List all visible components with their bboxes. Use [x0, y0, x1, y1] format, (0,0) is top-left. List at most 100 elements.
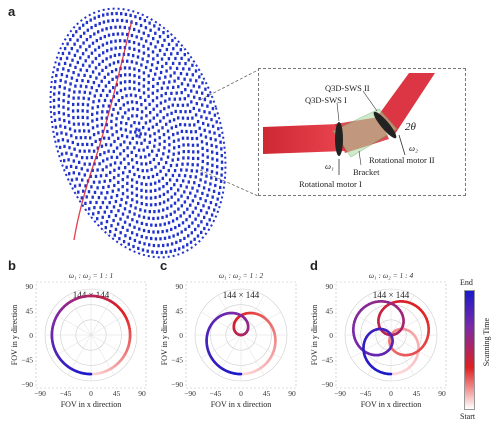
scan-point [186, 243, 188, 246]
scan-point [131, 100, 133, 103]
scan-point [138, 135, 140, 138]
label-bracket: Bracket [353, 167, 379, 177]
scan-point [140, 24, 142, 27]
scan-point [161, 126, 163, 129]
resolution-label: 144 × 144 [373, 290, 410, 300]
scan-point [177, 208, 179, 211]
scan-point [165, 92, 167, 95]
scan-point [90, 185, 92, 188]
scan-point [132, 245, 134, 248]
scan-point [136, 181, 138, 184]
scan-point [183, 44, 185, 47]
scan-point [139, 241, 141, 244]
scan-point [98, 84, 100, 87]
y-tick-label: −45 [21, 356, 33, 365]
scan-point [192, 211, 194, 214]
resolution-label: 144 × 144 [223, 290, 260, 300]
scan-point [122, 226, 124, 229]
scan-point [144, 19, 146, 22]
scan-point [170, 204, 172, 207]
scan-point [97, 211, 99, 214]
y-tick-label: 45 [176, 307, 184, 316]
scan-point [64, 34, 66, 37]
scan-point [127, 216, 129, 219]
scan-point [168, 80, 170, 83]
colorbar-title: Scanning Time [482, 318, 491, 366]
scan-point [194, 218, 196, 221]
scan-point [184, 97, 186, 100]
scan-point [221, 124, 223, 127]
scan-point [119, 152, 121, 155]
scan-point [216, 152, 218, 155]
scan-point [170, 52, 172, 55]
scan-point [84, 163, 86, 166]
scan-point [210, 137, 212, 140]
scan-point [144, 132, 146, 135]
scan-point [143, 242, 145, 245]
scan-point [186, 137, 188, 140]
scan-point [151, 63, 153, 66]
scan-point [120, 143, 122, 146]
scan-point [159, 110, 161, 113]
scan-point [126, 135, 128, 138]
scan-point [174, 226, 176, 229]
scan-point [163, 201, 165, 204]
scan-point [152, 217, 154, 220]
scan-point [96, 186, 98, 189]
scan-point [105, 143, 107, 146]
scan-point [112, 86, 114, 89]
scan-point [163, 133, 165, 136]
scan-point [153, 158, 155, 161]
scan-point [136, 141, 138, 144]
scan-point [167, 86, 169, 89]
sws2-pointer [363, 91, 377, 111]
scan-point [117, 137, 119, 140]
scan-point [195, 130, 197, 133]
scan-point [204, 181, 206, 184]
colorbar-end-label: End [460, 278, 473, 287]
scan-point [62, 52, 64, 55]
colorbar-start-label: Start [460, 412, 475, 421]
scan-point [175, 241, 177, 244]
scan-point [97, 131, 99, 134]
scan-point [178, 174, 180, 177]
scan-point [182, 143, 184, 146]
scan-point [156, 89, 158, 92]
scan-point [152, 230, 154, 233]
scan-point [176, 92, 178, 95]
y-tick-label: 0 [329, 331, 333, 340]
scan-point [113, 150, 115, 153]
scan-point [165, 251, 167, 254]
scan-point [64, 47, 66, 50]
scan-point [133, 81, 135, 84]
scan-point [177, 188, 179, 191]
scan-point [204, 88, 206, 91]
scan-point [129, 237, 131, 240]
scan-point [185, 169, 187, 172]
scan-point [78, 129, 80, 132]
scan-point [203, 227, 205, 230]
scan-point [161, 251, 163, 254]
scan-point [127, 117, 129, 120]
scan-point [138, 129, 140, 132]
scan-point [183, 150, 185, 153]
scan-point [79, 27, 81, 30]
scan-point [88, 45, 90, 48]
scan-point [157, 217, 159, 220]
scan-point [72, 116, 74, 119]
scan-point [70, 26, 72, 29]
ratio-label: ω₁ : ω₂ = 1 : 4 [369, 271, 414, 280]
scan-point [60, 131, 62, 134]
scan-point [72, 71, 74, 74]
scan-point [58, 104, 60, 107]
scan-point [133, 74, 135, 77]
scan-point [206, 223, 208, 226]
scan-point [203, 186, 205, 189]
scan-point [201, 166, 203, 169]
scan-point [179, 239, 181, 242]
scan-point [89, 201, 91, 204]
scan-point [126, 20, 128, 23]
scan-point [167, 156, 169, 159]
scan-point [174, 202, 176, 205]
scan-point [174, 192, 176, 195]
